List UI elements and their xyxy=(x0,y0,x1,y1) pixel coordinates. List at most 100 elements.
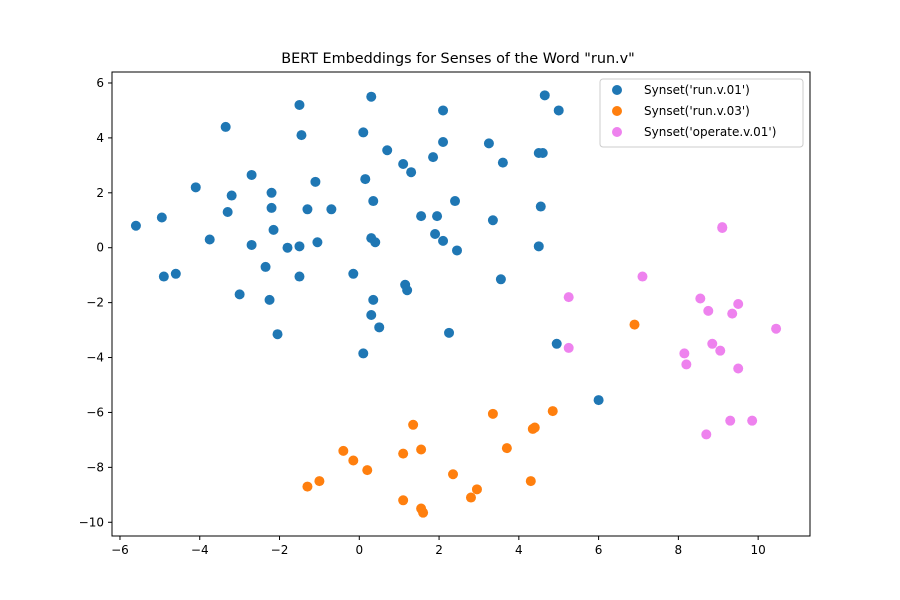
data-point xyxy=(438,235,449,246)
data-point xyxy=(222,207,233,218)
data-point xyxy=(398,448,409,459)
legend-marker xyxy=(612,127,622,137)
data-point xyxy=(348,268,359,279)
data-point xyxy=(294,271,305,282)
data-point xyxy=(563,292,574,303)
data-point xyxy=(282,242,293,253)
data-point xyxy=(487,408,498,419)
x-tick-label: 8 xyxy=(675,543,683,557)
data-point xyxy=(358,127,369,138)
data-point xyxy=(428,152,439,163)
data-point xyxy=(537,147,548,158)
y-tick-label: −2 xyxy=(86,296,104,310)
data-point xyxy=(430,228,441,239)
y-tick-label: −8 xyxy=(86,460,104,474)
data-point xyxy=(296,130,307,141)
data-point xyxy=(563,342,574,353)
data-point xyxy=(226,190,237,201)
data-point xyxy=(525,476,536,487)
data-point xyxy=(629,319,640,330)
data-point xyxy=(497,157,508,168)
data-point xyxy=(398,495,409,506)
data-point xyxy=(715,345,726,356)
x-tick-label: 6 xyxy=(595,543,603,557)
data-point xyxy=(156,212,167,223)
data-point xyxy=(547,406,558,417)
data-point xyxy=(733,299,744,309)
data-point xyxy=(717,222,728,233)
data-point xyxy=(368,294,379,305)
data-point xyxy=(553,105,564,116)
data-point xyxy=(465,492,476,503)
legend-box xyxy=(599,78,804,148)
data-point xyxy=(266,202,277,213)
legend-label: Synset('operate.v.01') xyxy=(644,125,776,139)
data-point xyxy=(471,484,482,495)
x-tick-label: 10 xyxy=(751,543,766,557)
data-point xyxy=(450,196,461,207)
data-point xyxy=(266,187,277,198)
data-point xyxy=(483,138,494,149)
data-point xyxy=(294,241,305,252)
data-point xyxy=(406,167,417,178)
x-tick-label: −6 xyxy=(111,543,129,557)
y-tick-label: −6 xyxy=(86,405,104,419)
data-point xyxy=(234,289,245,300)
plot-frame xyxy=(111,71,811,537)
data-point xyxy=(370,237,381,248)
data-point xyxy=(260,261,271,272)
chart-title: BERT Embeddings for Senses of the Word "… xyxy=(281,51,635,67)
data-point xyxy=(452,245,463,256)
data-point xyxy=(402,285,413,296)
data-point xyxy=(310,176,321,187)
data-point xyxy=(382,145,393,156)
data-point xyxy=(432,211,443,222)
data-point xyxy=(246,169,257,180)
legend-label: Synset('run.v.03') xyxy=(644,104,750,118)
data-point xyxy=(170,268,181,279)
data-point xyxy=(733,363,744,374)
legend-marker xyxy=(612,106,622,116)
data-point xyxy=(264,294,275,305)
data-point xyxy=(416,211,427,222)
data-point xyxy=(398,158,409,169)
y-tick-label: 6 xyxy=(96,76,104,90)
y-tick-label: −10 xyxy=(79,515,104,529)
data-point xyxy=(360,174,371,185)
data-point xyxy=(695,293,706,304)
data-point xyxy=(408,419,419,430)
y-tick-label: −4 xyxy=(86,351,104,365)
data-point xyxy=(312,237,323,248)
data-point xyxy=(533,241,544,252)
y-tick-label: 4 xyxy=(96,131,104,145)
data-point xyxy=(272,329,283,340)
data-point xyxy=(529,422,540,433)
data-point xyxy=(701,429,712,440)
data-point xyxy=(725,415,736,426)
data-point xyxy=(246,239,257,250)
data-point xyxy=(727,308,738,319)
data-point xyxy=(747,415,758,426)
data-point xyxy=(326,204,337,215)
x-tick-label: 4 xyxy=(515,543,523,557)
data-point xyxy=(204,234,215,245)
data-point xyxy=(703,305,714,316)
data-point xyxy=(438,137,449,148)
data-point xyxy=(314,476,325,487)
data-point xyxy=(448,469,459,480)
data-point xyxy=(190,182,201,193)
y-axis: 6 4 2 0 −2 −4 −6 −8 −10 xyxy=(79,76,112,529)
data-point xyxy=(539,90,550,101)
data-point xyxy=(707,338,718,349)
data-point xyxy=(302,481,313,492)
data-point xyxy=(551,338,562,349)
y-tick-label: 2 xyxy=(96,186,104,200)
data-point xyxy=(368,196,379,207)
data-point xyxy=(338,445,349,456)
data-point xyxy=(374,322,385,333)
data-point xyxy=(220,121,231,132)
data-point xyxy=(418,507,429,518)
data-point xyxy=(362,465,373,476)
y-tick-label: 0 xyxy=(96,241,104,255)
